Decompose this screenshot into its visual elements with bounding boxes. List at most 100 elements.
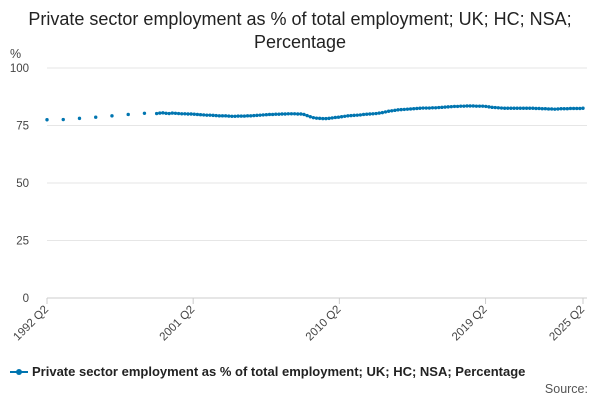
chart-title: Private sector employment as % of total … [28,9,572,52]
data-point [223,114,228,118]
data-point [471,104,475,108]
data-point [443,105,447,109]
data-point [455,104,460,109]
data-point [126,112,130,117]
x-tick-label: 2019 Q2 [450,304,490,344]
series-layer [45,104,585,122]
data-point [198,112,203,117]
data-point [333,115,338,120]
data-point [248,114,253,118]
data-point [446,105,450,109]
data-point [158,111,162,115]
data-point [361,112,366,117]
data-point [440,105,444,110]
data-point [189,112,193,116]
data-point [110,114,114,118]
data-point [352,113,356,118]
data-point [474,104,479,108]
x-tick-label: 2001 Q2 [158,304,198,344]
data-point [540,107,544,111]
data-point [186,112,190,116]
data-point [502,106,507,110]
data-point [173,111,178,116]
data-point [349,113,353,118]
x-tick-label: 1992 Q2 [11,304,51,344]
data-point [201,113,206,117]
data-point [465,104,469,108]
data-point [330,116,334,120]
data-point [164,111,168,116]
data-point [142,111,147,116]
data-point [220,114,225,118]
data-point [396,108,400,112]
data-point [405,107,410,111]
data-point [286,112,291,116]
data-point [562,107,566,111]
data-point [299,112,303,116]
axes: 0 25 50 75 100 1992 Q2 2001 Q2 2010 Q2 2019 Q2 20… [10,63,587,343]
data-point [480,104,485,108]
data-point [368,112,372,116]
data-point [568,106,573,111]
data-point [484,104,488,109]
data-point [183,112,187,116]
data-point [487,105,491,109]
data-point [393,108,397,113]
data-point [343,114,347,119]
data-point [374,111,378,116]
data-point [430,106,435,110]
data-point [437,105,441,110]
data-point [280,112,284,116]
data-point [565,107,570,111]
y-axis-unit-label: % [10,47,21,61]
data-point [421,106,425,110]
data-point [242,114,247,118]
x-tick-label: 2010 Q2 [304,304,344,344]
data-point [77,116,82,121]
data-point [45,118,49,122]
data-point [339,115,344,119]
data-point [524,106,529,110]
data-point [211,113,215,118]
data-point [217,114,222,118]
data-point [289,112,294,116]
data-point [490,105,494,110]
data-point [283,112,287,116]
data-point [161,111,165,115]
data-point [274,112,278,116]
data-point [208,113,212,117]
data-point [383,110,388,114]
data-point [180,112,184,116]
data-point [305,113,309,118]
y-tick-label: 25 [16,236,29,248]
data-point [167,111,171,116]
data-point [452,104,457,109]
data-point [195,112,200,117]
data-point [509,106,513,110]
data-point [424,106,428,110]
data-point [499,106,504,110]
data-point [459,104,463,108]
data-point [553,107,557,111]
data-point [308,115,312,119]
data-point [386,109,391,113]
data-point [549,107,554,111]
data-point [462,104,466,108]
data-point [521,106,526,110]
data-point [267,112,272,117]
x-tick-label: 2025 Q2 [547,304,587,344]
data-point [61,117,65,122]
data-point [496,106,501,110]
y-tick-label: 75 [16,121,29,133]
data-point [94,115,98,119]
data-point [415,106,419,111]
data-point [515,106,519,110]
data-point [377,111,381,115]
legend-swatch [10,367,28,377]
data-point [296,112,300,116]
data-point [154,111,159,116]
data-point [358,113,363,117]
data-point [239,114,243,118]
data-point [258,113,262,117]
